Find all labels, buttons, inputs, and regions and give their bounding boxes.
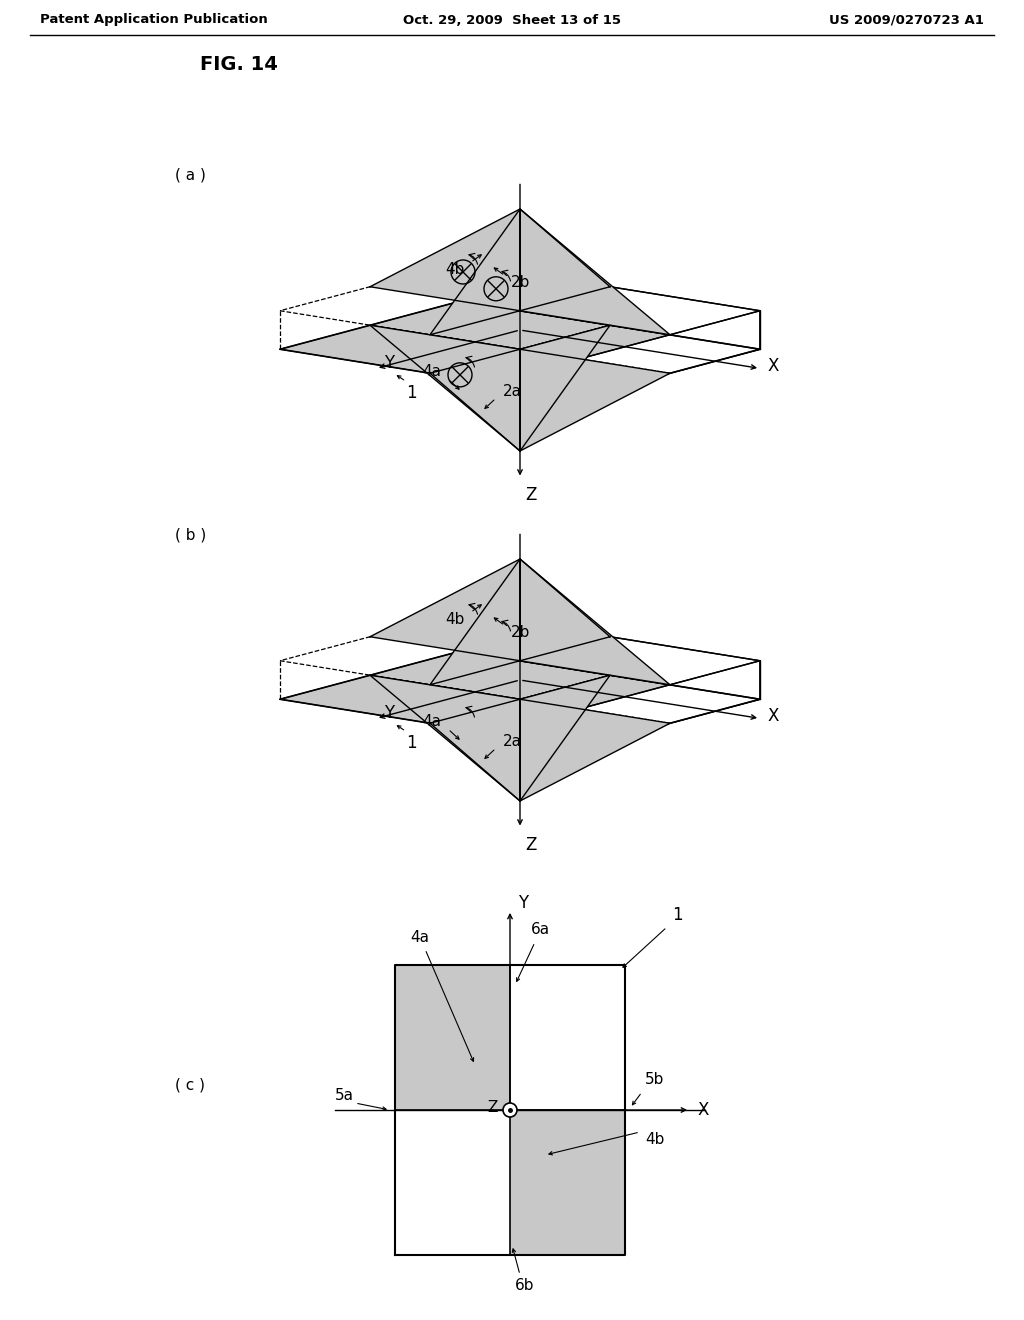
Text: X: X [768, 708, 779, 726]
Polygon shape [430, 558, 520, 685]
Polygon shape [430, 700, 670, 747]
Polygon shape [520, 350, 670, 451]
Polygon shape [280, 263, 460, 350]
Text: X: X [768, 358, 779, 375]
Text: Z: Z [525, 837, 537, 854]
Polygon shape [280, 676, 520, 723]
Text: ( b ): ( b ) [175, 528, 206, 543]
Polygon shape [520, 700, 670, 801]
Polygon shape [370, 209, 520, 310]
Text: Oct. 29, 2009  Sheet 13 of 15: Oct. 29, 2009 Sheet 13 of 15 [403, 13, 621, 26]
Polygon shape [370, 651, 610, 700]
Polygon shape [520, 558, 610, 661]
Polygon shape [395, 965, 510, 1110]
Polygon shape [580, 661, 760, 747]
Text: 2a: 2a [503, 384, 521, 399]
Polygon shape [430, 350, 520, 451]
Polygon shape [520, 325, 760, 374]
Text: Z: Z [525, 487, 537, 504]
Polygon shape [520, 209, 670, 335]
Text: 1: 1 [672, 906, 682, 924]
Text: Y: Y [518, 894, 528, 912]
Polygon shape [280, 661, 580, 747]
Polygon shape [430, 350, 670, 397]
Text: ( c ): ( c ) [175, 1077, 205, 1093]
Polygon shape [460, 263, 760, 350]
Text: 4b: 4b [645, 1133, 665, 1147]
Text: 2a: 2a [503, 734, 521, 748]
Text: 1: 1 [406, 384, 417, 403]
Text: 4b: 4b [444, 612, 464, 627]
Text: Z: Z [487, 1101, 498, 1115]
Polygon shape [370, 558, 520, 661]
Polygon shape [370, 301, 610, 350]
Polygon shape [370, 676, 520, 801]
Polygon shape [430, 700, 520, 801]
Text: 1: 1 [406, 734, 417, 752]
Polygon shape [510, 1110, 625, 1255]
Text: 6a: 6a [530, 923, 550, 937]
Text: 4a: 4a [411, 929, 429, 945]
Text: Patent Application Publication: Patent Application Publication [40, 13, 267, 26]
Text: X: X [698, 1101, 710, 1119]
Text: FIG. 14: FIG. 14 [200, 55, 278, 74]
Text: 5b: 5b [645, 1072, 665, 1088]
Text: 4b: 4b [444, 261, 464, 277]
Text: 6b: 6b [515, 1278, 535, 1292]
Polygon shape [520, 558, 670, 685]
Polygon shape [520, 209, 610, 310]
Text: 2b: 2b [511, 626, 530, 640]
Polygon shape [520, 325, 610, 451]
Polygon shape [520, 676, 610, 801]
Polygon shape [280, 612, 460, 700]
Polygon shape [280, 310, 580, 397]
Circle shape [503, 1104, 517, 1117]
Text: 4a: 4a [423, 714, 441, 730]
Text: 2b: 2b [511, 275, 530, 290]
Polygon shape [580, 310, 760, 397]
Text: ( a ): ( a ) [175, 168, 206, 182]
Text: 5a: 5a [335, 1088, 354, 1102]
Text: US 2009/0270723 A1: US 2009/0270723 A1 [829, 13, 984, 26]
Polygon shape [460, 612, 760, 700]
Polygon shape [520, 676, 760, 723]
Polygon shape [370, 325, 520, 451]
Text: Y: Y [384, 354, 394, 372]
Text: 4a: 4a [423, 364, 441, 379]
Polygon shape [430, 209, 520, 335]
Text: Y: Y [384, 705, 394, 722]
Polygon shape [280, 325, 520, 374]
